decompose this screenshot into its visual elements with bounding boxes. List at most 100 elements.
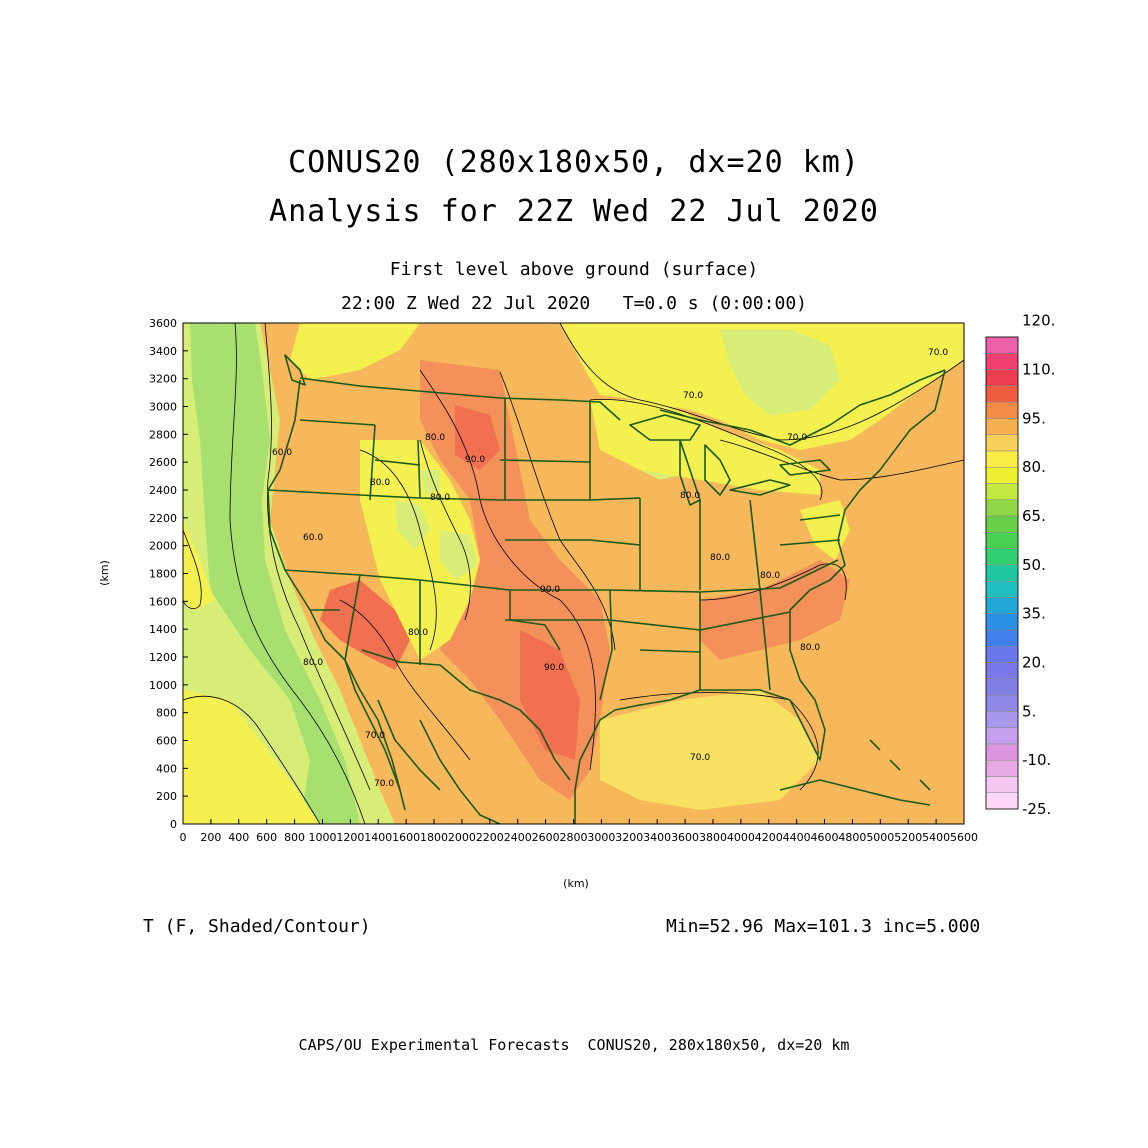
colorbar-swatch (985, 369, 1019, 387)
y-tick-label: 1000 (149, 679, 177, 692)
x-tick-label: 1000 (308, 831, 336, 844)
colorbar-label: 65. (1022, 507, 1046, 525)
rockies-green-fill (395, 470, 478, 580)
colorbar (985, 336, 1019, 810)
plot-title-line1: CONUS20 (280x180x50, dx=20 km) (288, 145, 860, 180)
x-tick-label: 200 (200, 831, 221, 844)
contour-label: 80.0 (710, 553, 730, 563)
colorbar-swatch (985, 450, 1019, 468)
colorbar-swatch (985, 580, 1019, 598)
x-tick-label: 2000 (448, 831, 476, 844)
rockies-yellow-fill (360, 440, 480, 660)
x-tick-label: 5000 (866, 831, 894, 844)
contour-label: 70.0 (928, 348, 948, 358)
contour-label: 80.0 (425, 433, 445, 443)
contour-label: 70.0 (365, 731, 385, 741)
x-tick-label: 3600 (671, 831, 699, 844)
y-tick-label: 2600 (149, 456, 177, 469)
y-tick-label: 1400 (149, 623, 177, 636)
colorbar-swatch (985, 548, 1019, 566)
x-tick-label: 5200 (894, 831, 922, 844)
colorbar-label: 20. (1022, 654, 1046, 672)
southeast-hot-fill (700, 560, 850, 660)
y-tick-label: 2800 (149, 428, 177, 441)
contour-label: 80.0 (680, 491, 700, 501)
colorbar-swatch (985, 711, 1019, 728)
x-tick-label: 400 (228, 831, 249, 844)
y-tick-label: 1600 (149, 595, 177, 608)
x-tick-label: 4400 (783, 831, 811, 844)
contour-label: 80.0 (303, 658, 323, 668)
colorbar-swatch (985, 564, 1019, 582)
x-tick-label: 2800 (560, 831, 588, 844)
contour-label: 90.0 (544, 663, 564, 673)
x-tick-label: 1200 (336, 831, 364, 844)
x-tick-label: 4600 (811, 831, 839, 844)
contour-labels: 60.0 60.0 80.0 80.0 90.0 90.0 80.0 80.0 80.0 70.0… (272, 348, 948, 789)
contour-label: 80.0 (408, 628, 428, 638)
plot-title-line2: Analysis for 22Z Wed 22 Jul 2020 (269, 194, 879, 229)
colorbar-swatch (985, 418, 1019, 435)
contour-label: 70.0 (787, 433, 807, 443)
y-axis: 0 200 400 600 800 1000 1200 1400 1600 1800 2000 220… (149, 317, 188, 831)
temperature-field: 60.0 60.0 80.0 80.0 90.0 90.0 80.0 80.0 80.0 70.0… (183, 323, 964, 824)
contour-label: 90.0 (465, 455, 485, 465)
x-tick-label: 3400 (643, 831, 671, 844)
contour-label: 70.0 (374, 779, 394, 789)
x-tick-label: 4200 (755, 831, 783, 844)
colorbar-swatch (985, 499, 1019, 517)
colorbar-label: 120. (1022, 312, 1055, 330)
contour-label: 60.0 (272, 448, 292, 458)
colorbar-swatch (985, 678, 1019, 696)
y-tick-label: 2200 (149, 512, 177, 525)
colorbar-swatch (985, 385, 1019, 403)
contour-label: 80.0 (430, 493, 450, 503)
y-tick-label: 1200 (149, 651, 177, 664)
colorbar-swatch (985, 483, 1019, 501)
x-tick-label: 2400 (504, 831, 532, 844)
x-axis: 0 200 400 600 800 1000 1200 1400 1600 1800 2000 220… (180, 819, 978, 844)
colorbar-label: 80. (1022, 458, 1046, 476)
y-tick-label: 2400 (149, 484, 177, 497)
contour-label: 70.0 (683, 391, 703, 401)
y-tick-label: 800 (156, 707, 177, 720)
colorbar-swatch (985, 743, 1019, 761)
y-axis-label: (km) (98, 560, 111, 586)
colorbar-swatch (985, 759, 1019, 777)
colorbar-swatch (985, 336, 1019, 354)
y-tick-label: 200 (156, 790, 177, 803)
contour-label: 80.0 (370, 478, 390, 488)
y-tick-label: 3000 (149, 401, 177, 414)
gulf-warm-fill (600, 690, 820, 810)
colorbar-label: 95. (1022, 409, 1046, 427)
x-tick-label: 3800 (699, 831, 727, 844)
colorbar-swatch (985, 662, 1019, 680)
x-tick-label: 0 (180, 831, 187, 844)
contour-label: 80.0 (800, 643, 820, 653)
colorbar-swatch (985, 401, 1019, 419)
x-tick-label: 3200 (615, 831, 643, 844)
colorbar-labels: -25. -10. 5. 20. 35. 50. 65. 80. 95. 110. 120. (1022, 312, 1055, 818)
colorbar-frame (985, 336, 1019, 810)
x-tick-label: 2600 (532, 831, 560, 844)
y-tick-label: 3200 (149, 373, 177, 386)
colorbar-swatch (985, 629, 1019, 647)
colorbar-swatch (985, 466, 1019, 484)
contour-label: 60.0 (303, 533, 323, 543)
x-tick-label: 1800 (420, 831, 448, 844)
colorbar-label: 35. (1022, 605, 1046, 623)
field-stats: Min=52.96 Max=101.3 inc=5.000 (666, 916, 981, 937)
state-boundaries (267, 354, 946, 824)
footer-credit: CAPS/OU Experimental Forecasts CONUS20, … (298, 1036, 850, 1054)
colorbar-swatch (985, 597, 1019, 614)
y-tick-label: 1800 (149, 568, 177, 581)
level-subtitle: First level above ground (surface) (389, 259, 759, 280)
y-tick-label: 3600 (149, 317, 177, 330)
y-tick-label: 0 (170, 818, 177, 831)
x-tick-label: 4000 (727, 831, 755, 844)
x-tick-label: 1600 (392, 831, 420, 844)
contour-label: 80.0 (760, 571, 780, 581)
colorbar-label: -25. (1022, 800, 1051, 818)
pacific-warm-fill (183, 520, 320, 824)
